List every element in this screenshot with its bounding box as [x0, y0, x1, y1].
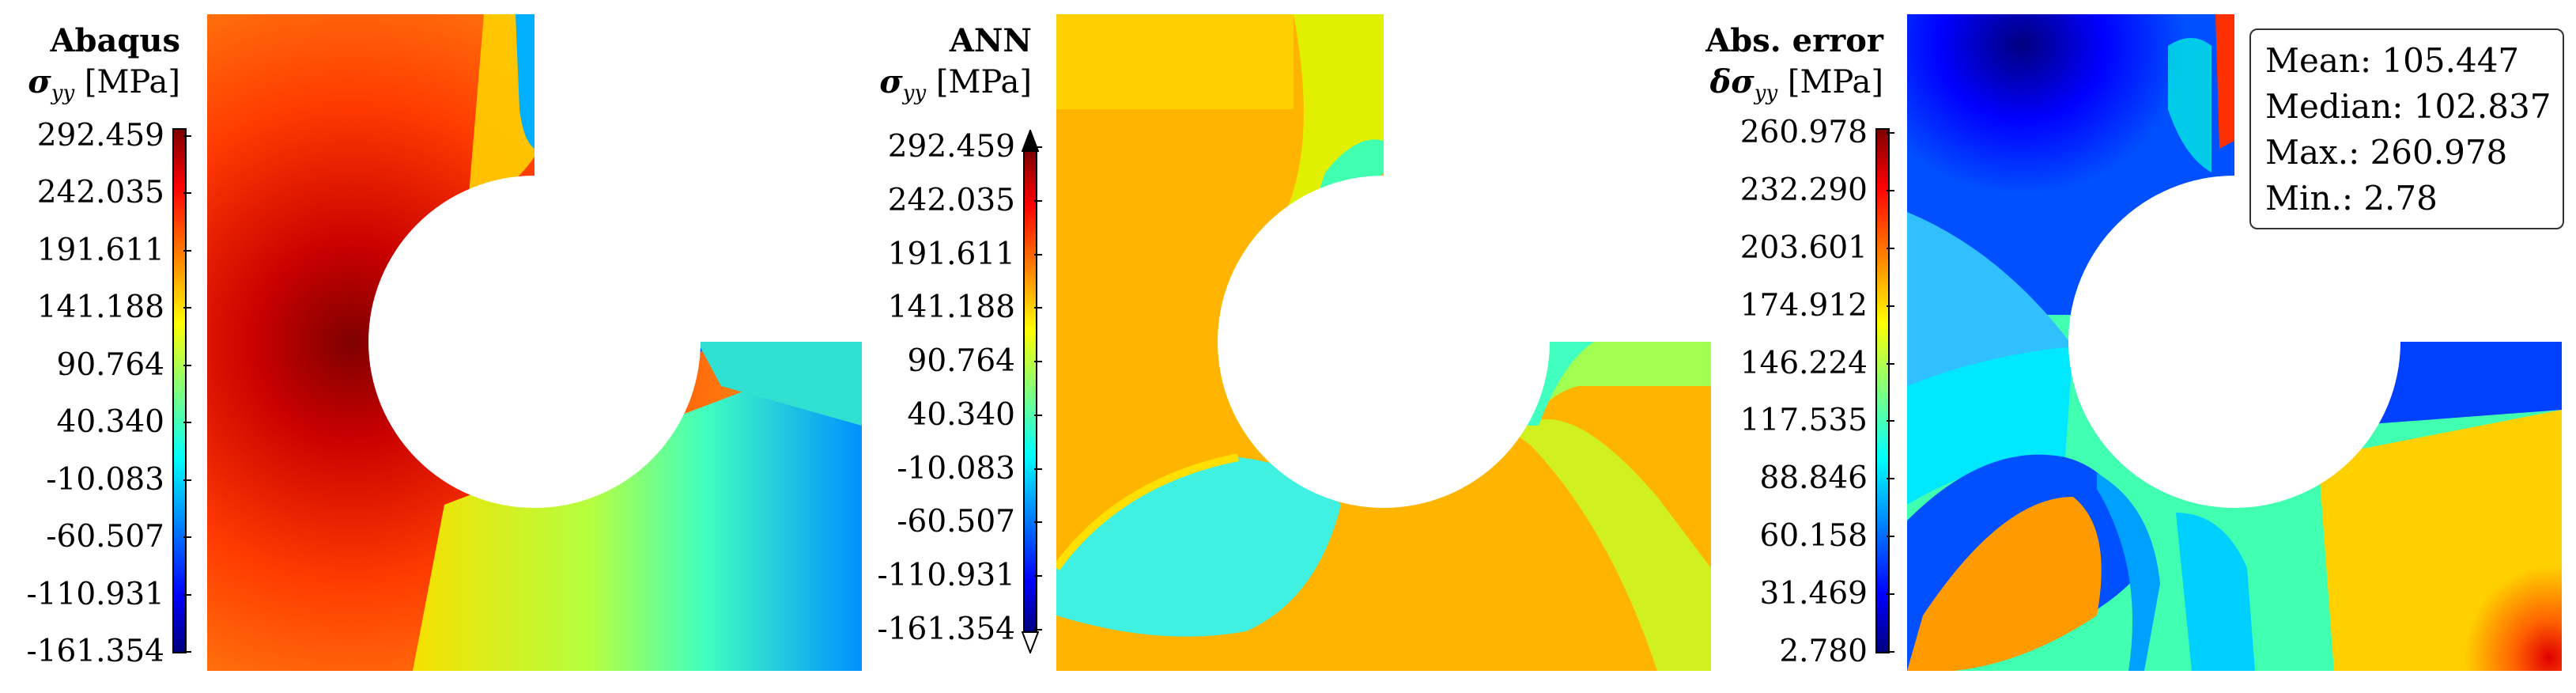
panel1-unit: [MPa]: [84, 64, 180, 100]
colorbar-tick-label: 90.764: [907, 343, 1015, 380]
stats-median: Median: 102.837: [2265, 87, 2551, 126]
colorbar-tick-label: 88.846: [1759, 460, 1868, 497]
panel2-colorbar: [1023, 150, 1037, 634]
colorbar-tick-label: 232.290: [1739, 172, 1868, 208]
colorbar-tick-label: -110.931: [877, 558, 1015, 594]
colorbar-tick-label: 174.912: [1739, 287, 1868, 324]
colorbar-tick-mark: [1887, 189, 1894, 191]
panel3-symbol: δσ: [1709, 63, 1754, 100]
stats-min: Min.: 2.78: [2265, 179, 2438, 218]
colorbar-tick-label: 292.459: [36, 118, 164, 153]
colorbar-tick-mark: [183, 192, 191, 195]
colorbar-tick-label: -161.354: [877, 612, 1015, 647]
colorbar-tick-mark: [1887, 478, 1894, 480]
colorbar-tick-label: 242.035: [36, 175, 164, 211]
colorbar-tick-label: -60.507: [897, 504, 1015, 540]
colorbar-tick-mark: [1887, 247, 1894, 249]
colorbar-tick-mark: [1034, 307, 1042, 309]
stats-mean: Mean: 105.447: [2265, 41, 2520, 80]
colorbar-tick-mark: [1887, 420, 1894, 422]
colorbar-tick-label: -60.507: [46, 519, 164, 555]
colorbar-tick-label: -161.354: [26, 634, 164, 669]
colorbar-tick-label: 292.459: [887, 129, 1015, 165]
colorbar-tick-label: 2.780: [1779, 634, 1868, 669]
colorbar-tick-mark: [1034, 199, 1042, 202]
panel1-field: [207, 14, 862, 671]
colorbar-tick-mark: [1034, 521, 1042, 524]
colorbar-tick-label: 31.469: [1759, 576, 1868, 612]
panel1-quantity: σyy [MPa]: [11, 63, 180, 105]
colorbar-tick-mark: [1034, 146, 1042, 148]
stats-max: Max.: 260.978: [2265, 133, 2508, 172]
panel1-symbol: σ: [28, 63, 51, 100]
colorbar-tick-mark: [1887, 362, 1894, 365]
colorbar-tick-mark: [183, 479, 191, 481]
colorbar-tick-mark: [1887, 132, 1894, 134]
colorbar-tick-mark: [183, 135, 191, 137]
panel2-symbol: σ: [879, 63, 903, 100]
panel3-subscript: yy: [1754, 81, 1778, 105]
colorbar-tick-mark: [183, 364, 191, 366]
colorbar-tick-mark: [1034, 414, 1042, 416]
colorbar-tick-mark: [1034, 468, 1042, 470]
colorbar-tick-label: 141.188: [887, 290, 1015, 326]
error-stats-box: Mean: 105.447 Median: 102.837 Max.: 260.…: [2249, 28, 2564, 229]
panel3-colorbar: [1875, 128, 1890, 653]
colorbar-tick-mark: [183, 536, 191, 539]
colorbar-tick-mark: [183, 307, 191, 309]
colorbar-tick-label: 242.035: [887, 182, 1015, 218]
panel3-quantity: δσyy [MPa]: [1613, 63, 1883, 105]
colorbar-tick-label: 90.764: [56, 346, 164, 383]
colorbar-tick-mark: [1887, 536, 1894, 538]
colorbar-tick-label: -110.931: [26, 576, 164, 612]
colorbar-tick-label: 141.188: [36, 290, 164, 326]
colorbar-tick-label: 191.611: [887, 236, 1015, 272]
colorbar-tick-label: -10.083: [46, 461, 164, 498]
colorbar-tick-mark: [183, 249, 191, 252]
panel2-quantity: σyy [MPa]: [838, 63, 1032, 105]
colorbar-tick-mark: [183, 651, 191, 653]
panel3-title: Abs. error: [1705, 22, 1883, 59]
panel3-unit: [MPa]: [1787, 64, 1883, 100]
colorbar-tick-label: 203.601: [1739, 229, 1868, 266]
colorbar-tick-mark: [1887, 593, 1894, 596]
colorbar-tick-mark: [1034, 361, 1042, 363]
colorbar-tick-mark: [1034, 575, 1042, 578]
panel2-colorbar-min-arrow: [1022, 631, 1039, 653]
colorbar-tick-label: 60.158: [1759, 518, 1868, 555]
panel2-subscript: yy: [902, 81, 927, 105]
panel1-subscript: yy: [51, 81, 75, 105]
panel1-title: Abaqus: [50, 22, 181, 59]
panel1-colorbar: [172, 128, 187, 653]
colorbar-tick-label: 260.978: [1739, 115, 1868, 150]
colorbar-tick-mark: [183, 422, 191, 424]
colorbar-tick-label: 117.535: [1739, 403, 1868, 439]
colorbar-tick-mark: [183, 593, 191, 596]
colorbar-tick-label: 191.611: [36, 232, 164, 268]
panel2-title: ANN: [949, 22, 1032, 59]
colorbar-tick-label: 40.340: [56, 404, 164, 441]
colorbar-tick-mark: [1887, 305, 1894, 307]
colorbar-tick-mark: [1034, 629, 1042, 631]
colorbar-tick-mark: [1887, 651, 1894, 653]
panel2-colorbar-max-arrow: [1022, 130, 1039, 152]
colorbar-tick-label: 146.224: [1739, 345, 1868, 381]
colorbar-tick-label: 40.340: [907, 396, 1015, 433]
panel2-field: [1056, 14, 1711, 671]
panel2-unit: [MPa]: [935, 64, 1032, 100]
colorbar-tick-mark: [1034, 253, 1042, 256]
colorbar-tick-label: -10.083: [897, 450, 1015, 487]
